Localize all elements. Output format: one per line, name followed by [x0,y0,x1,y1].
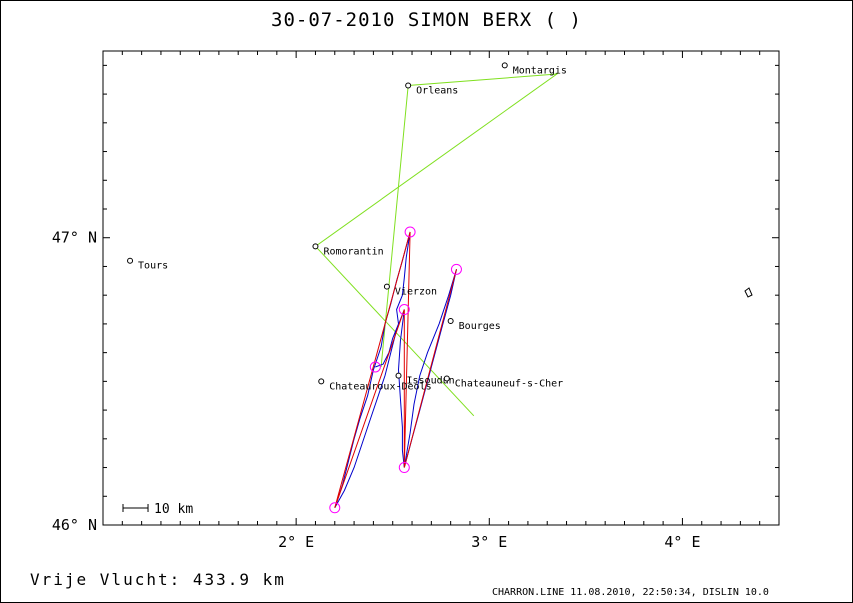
map-extras [744,287,753,298]
city-label: Chateauroux-Deols [329,381,431,392]
gps-track-line [334,231,457,509]
y-tick-label: 47° N [52,229,97,247]
axis-ticks [102,51,780,526]
city-marker [312,243,319,250]
city-marker [443,375,450,382]
city-label: Montargis [513,65,567,76]
task-route [314,73,559,417]
city-marker [318,378,325,385]
scale-bar-label: 10 km [154,502,193,517]
city-marker [383,283,390,290]
boundary-marker [744,287,753,298]
flight-title: 30-07-2010 SIMON BERX ( ) [271,9,582,31]
x-tick-label: 2° E [278,533,314,551]
axis-labels: 2° E 3° E 4° E 46° N 47° N [52,229,701,551]
city-label: Chateauneuf-s-Cher [455,378,563,389]
city-marker [447,318,454,325]
city-label: Romorantin [323,246,383,257]
turnpoint-marker [398,462,410,474]
city-marker [405,82,412,89]
city-marker [395,372,402,379]
x-tick-label: 3° E [471,533,507,551]
turnpoint-marker [450,263,462,275]
city-label: Issoudun [407,376,455,387]
free-flight-distance: Vrije Vlucht: 433.9 km [30,570,286,589]
x-tick-label: 4° E [664,533,700,551]
city-label: Vierzon [395,287,437,298]
scoring-legs [334,231,457,508]
flight-track [334,231,457,509]
city-marker [127,257,134,264]
y-tick-label: 46° N [52,516,97,534]
turnpoint-marker [369,361,381,373]
turnpoint-marker [404,226,416,238]
city-label: Tours [138,261,168,272]
turnpoint-marker [329,502,341,514]
scale-bar: 10 km [122,502,193,517]
scoring-leg-line [334,231,457,508]
plot-area [102,50,780,526]
turnpoints [329,226,462,514]
city-marker [501,62,508,69]
task-route-line [314,73,559,417]
city-markers: Tours Romorantin Vierzon Bourges IssoudunCha… [127,62,567,392]
city-label: Orleans [416,85,458,96]
footer-info: CHARRON.LINE 11.08.2010, 22:50:34, DISLI… [492,587,769,598]
city-label: Bourges [459,321,501,332]
turnpoint-marker [398,304,410,316]
